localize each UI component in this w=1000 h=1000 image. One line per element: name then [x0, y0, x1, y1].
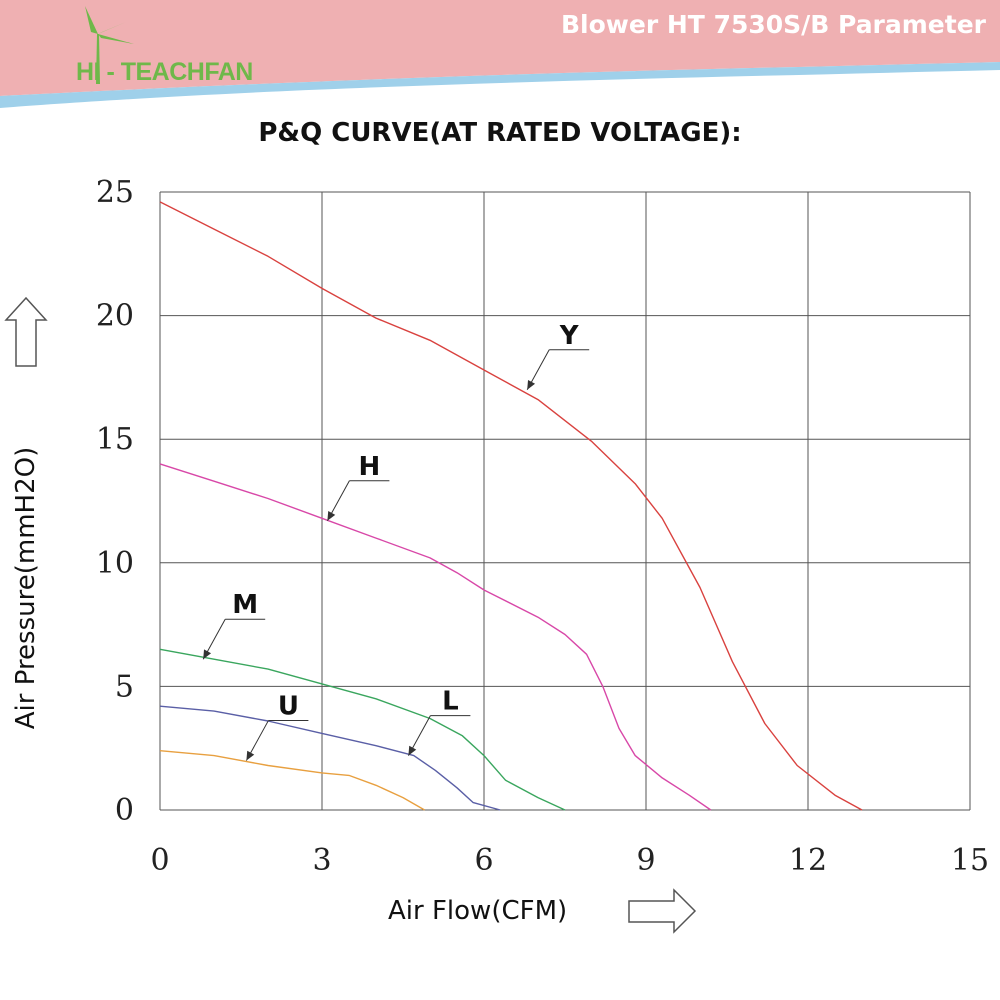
- x-tick-label: 12: [789, 843, 827, 878]
- curve-label-text: H: [359, 452, 381, 482]
- y-tick-label: 5: [115, 669, 134, 704]
- x-axis-label: Air Flow(CFM): [388, 896, 568, 926]
- tick-labels: 0 3 6 9 12 15 0 5 10 15 20 25: [96, 175, 989, 878]
- series-line-h: [159, 463, 712, 811]
- curve-label-u: U: [245, 692, 309, 761]
- page-header: HI - TEACHFAN Blower HT 7530S/B Paramete…: [0, 0, 1000, 112]
- curve-label-text: Y: [559, 321, 580, 351]
- header-background: [0, 0, 1000, 108]
- y-tick-label: 10: [96, 546, 134, 581]
- curve-label-l: L: [407, 687, 471, 756]
- y-tick-label: 25: [96, 175, 134, 210]
- x-tick-label: 15: [951, 843, 989, 878]
- curve-labels: Y H M U L: [202, 321, 590, 761]
- series-line-u: [159, 750, 425, 811]
- x-tick-label: 3: [312, 843, 331, 878]
- y-tick-label: 0: [115, 793, 134, 828]
- curve-label-m: M: [202, 590, 266, 660]
- wind-turbine-logo-icon: [85, 6, 134, 84]
- curve-label-y: Y: [526, 321, 590, 391]
- y-tick-label: 15: [96, 422, 134, 457]
- up-arrow-icon: [4, 296, 48, 367]
- curve-label-h: H: [326, 452, 390, 522]
- y-axis-label: Air Pressure(mmH2O): [11, 446, 41, 730]
- chart-title: P&Q CURVE(AT RATED VOLTAGE):: [258, 118, 742, 148]
- curve-label-text: U: [278, 692, 299, 722]
- x-tick-label: 0: [150, 843, 169, 878]
- x-tick-label: 6: [474, 843, 493, 878]
- page-title: Blower HT 7530S/B Parameter: [561, 10, 986, 39]
- curve-label-text: M: [232, 590, 258, 620]
- series-line-m: [159, 648, 566, 811]
- curve-label-text: L: [442, 687, 459, 717]
- series-line-y: [159, 201, 863, 811]
- right-arrow-icon: [628, 888, 697, 934]
- y-tick-label: 20: [96, 299, 134, 334]
- series-line-l: [159, 705, 501, 811]
- series-lines: [159, 201, 863, 811]
- brand-name: HI - TEACHFAN: [76, 58, 253, 86]
- x-tick-label: 9: [636, 843, 655, 878]
